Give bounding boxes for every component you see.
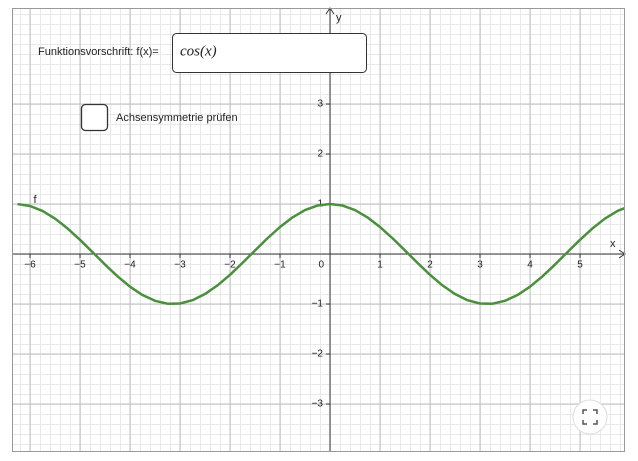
y-tick-label: 2 [317, 149, 323, 160]
y-axis-label: y [336, 12, 342, 24]
checkbox[interactable] [80, 103, 109, 132]
x-tick-label: 5 [577, 260, 583, 271]
y-tick-label: −2 [312, 349, 324, 360]
x-tick-label: −2 [224, 260, 236, 271]
x-tick-label: 1 [377, 260, 383, 271]
y-tick-label: −1 [312, 299, 324, 310]
x-tick-label: −1 [274, 260, 286, 271]
x-tick-label: −6 [24, 260, 36, 271]
input-box[interactable] [172, 33, 367, 73]
minor-grid [12, 8, 625, 452]
function-name: f [34, 194, 38, 206]
x-tick-label: −5 [74, 260, 86, 271]
x-axis-label: x [610, 238, 616, 250]
function-curve [17, 202, 625, 305]
x-tick-label: 2 [427, 260, 433, 271]
x-tick-label: 0 [318, 260, 324, 271]
fullscreen-icon [582, 409, 598, 425]
y-tick-label: 3 [317, 99, 323, 110]
frame [12, 8, 625, 452]
checkbox-label[interactable]: Achsensymmetrie prüfen [116, 112, 238, 124]
x-tick-label: −3 [174, 260, 186, 271]
x-tick-label: −4 [124, 260, 136, 271]
input-label: Funktionsvorschrift: f(x)= [38, 46, 159, 58]
x-tick-label: 4 [527, 260, 533, 271]
fullscreen-button[interactable] [572, 399, 608, 435]
x-tick-label: 3 [477, 260, 483, 271]
input-value[interactable]: cos(x) [180, 43, 217, 59]
y-tick-label: −3 [312, 399, 324, 410]
